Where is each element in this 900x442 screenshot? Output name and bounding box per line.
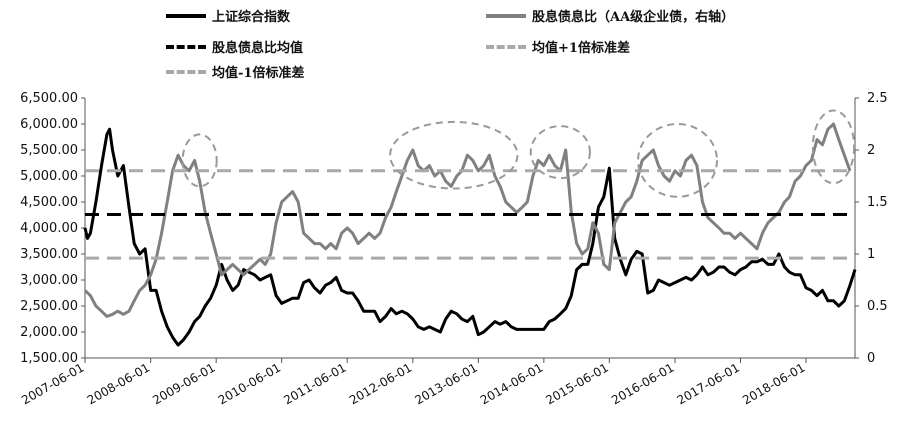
- legend-label-minus1: 均值-1倍标准差: [212, 66, 305, 81]
- y-left-tick-label: 3,500.00: [20, 247, 78, 262]
- y-right-tick-label: 0: [867, 351, 875, 366]
- x-tick-label: 2010-06-01: [216, 360, 283, 407]
- legend-label-ratio: 股息债息比（AA级企业债，右轴）: [532, 10, 735, 25]
- x-tick-label: 2009-06-01: [150, 360, 217, 407]
- x-tick-label: 2007-06-01: [19, 360, 86, 407]
- y-right-tick-label: 0.5: [867, 299, 888, 314]
- y-left-tick-label: 1,500.00: [20, 351, 78, 366]
- y-left-tick-label: 3,000.00: [20, 273, 78, 288]
- legend-swatch-minus1: [166, 69, 206, 74]
- legend-swatch-ratio: [486, 13, 526, 18]
- series-line-sse: [83, 127, 857, 347]
- x-tick-label: 2008-06-01: [85, 360, 152, 407]
- x-tick-label: 2012-06-01: [347, 360, 414, 407]
- highlight-ellipse: [637, 122, 719, 198]
- y-left-tick-label: 4,000.00: [20, 221, 78, 236]
- legend-label-plus1: 均值+1倍标准差: [532, 41, 630, 56]
- x-tick-label: 2016-06-01: [609, 360, 676, 407]
- legend-swatch-sse: [166, 13, 206, 18]
- x-tick-label: 2015-06-01: [543, 360, 610, 407]
- highlight-ellipse: [529, 125, 591, 180]
- legend-item-mean: 股息债息比均值: [166, 37, 303, 56]
- series-line-ratio: [83, 122, 852, 318]
- legend-label-sse: 上证综合指数: [212, 10, 291, 25]
- legend-label-mean: 股息债息比均值: [212, 41, 304, 56]
- y-right-tick-label: 1.5: [867, 195, 888, 210]
- y-left-tick-label: 2,000.00: [20, 325, 78, 340]
- x-tick-label: 2011-06-01: [281, 360, 348, 407]
- highlight-ellipse: [811, 109, 856, 185]
- y-left-tick-label: 5,000.00: [20, 169, 78, 184]
- x-tick-label: 2018-06-01: [740, 360, 807, 407]
- x-tick-label: 2014-06-01: [478, 360, 545, 407]
- y-left-tick-label: 2,500.00: [20, 299, 78, 314]
- y-right-tick-label: 1: [867, 247, 875, 262]
- y-left-tick-label: 6,500.00: [20, 91, 78, 106]
- x-tick-label: 2013-06-01: [412, 360, 479, 407]
- y-left-tick-label: 4,500.00: [20, 195, 78, 210]
- legend-item-plus1: 均值+1倍标准差: [486, 37, 630, 56]
- highlight-ellipse: [389, 120, 519, 190]
- y-left-tick-label: 5,500.00: [20, 143, 78, 158]
- y-right-tick-label: 2: [867, 143, 875, 158]
- x-tick-label: 2017-06-01: [675, 360, 742, 407]
- y-left-tick-label: 6,000.00: [20, 117, 78, 132]
- legend-swatch-mean: [166, 44, 206, 49]
- chart-legend: 上证综合指数 股息债息比（AA级企业债，右轴） 股息债息比均值 均值+1倍标准差…: [0, 0, 900, 90]
- legend-item-ratio: 股息债息比（AA级企业债，右轴）: [486, 6, 734, 25]
- legend-item-minus1: 均值-1倍标准差: [166, 62, 304, 81]
- legend-swatch-plus1: [486, 44, 526, 49]
- highlight-ellipse: [181, 133, 218, 188]
- y-right-tick-label: 2.5: [867, 91, 888, 106]
- legend-item-sse: 上证综合指数: [166, 6, 290, 25]
